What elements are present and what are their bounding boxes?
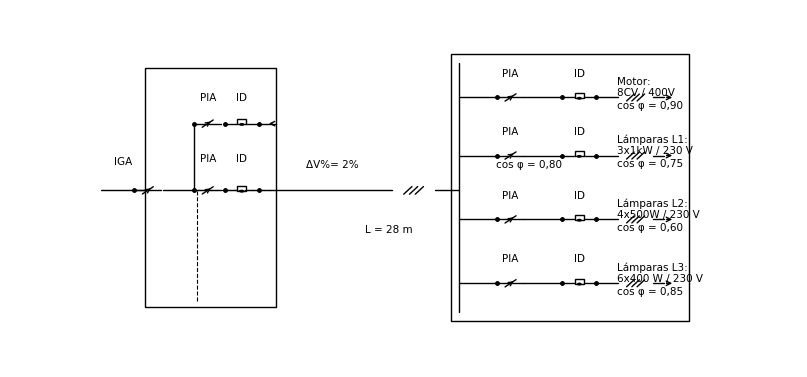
- Text: PIA: PIA: [502, 254, 519, 264]
- Text: 6x400 W / 230 V: 6x400 W / 230 V: [617, 274, 703, 284]
- Text: PIA: PIA: [199, 154, 216, 164]
- Text: ID: ID: [574, 254, 585, 264]
- Text: Lámparas L2:: Lámparas L2:: [617, 198, 688, 209]
- Text: ID: ID: [236, 154, 248, 164]
- Text: cos φ = 0,60: cos φ = 0,60: [617, 223, 683, 233]
- Bar: [451, 54, 689, 321]
- Text: cos φ = 0,80: cos φ = 0,80: [496, 160, 562, 170]
- Text: PIA: PIA: [502, 69, 519, 79]
- Bar: [575, 151, 583, 156]
- Text: L = 28 m: L = 28 m: [365, 225, 412, 235]
- Text: ΔV%= 2%: ΔV%= 2%: [306, 160, 358, 170]
- Text: cos φ = 0,90: cos φ = 0,90: [617, 101, 683, 111]
- Text: PIA: PIA: [502, 127, 519, 137]
- Text: cos φ = 0,85: cos φ = 0,85: [617, 287, 683, 297]
- Text: IGA: IGA: [114, 157, 132, 167]
- Bar: [237, 186, 246, 191]
- Text: Motor:: Motor:: [617, 77, 650, 87]
- Text: 8CV / 400V: 8CV / 400V: [617, 88, 675, 98]
- Text: ID: ID: [574, 127, 585, 137]
- Text: 4x500W / 230 V: 4x500W / 230 V: [617, 210, 700, 220]
- Bar: [144, 69, 276, 307]
- Text: 3x1kW / 230 V: 3x1kW / 230 V: [617, 146, 692, 156]
- Bar: [575, 279, 583, 284]
- Bar: [575, 215, 583, 220]
- Text: Lámparas L3:: Lámparas L3:: [617, 262, 688, 273]
- Text: ID: ID: [236, 93, 248, 103]
- Bar: [575, 93, 583, 98]
- Text: cos φ = 0,75: cos φ = 0,75: [617, 159, 683, 169]
- Text: Lámparas L1:: Lámparas L1:: [617, 134, 688, 145]
- Bar: [237, 119, 246, 124]
- Text: ID: ID: [574, 69, 585, 79]
- Text: PIA: PIA: [502, 190, 519, 201]
- Text: ID: ID: [574, 190, 585, 201]
- Text: PIA: PIA: [199, 93, 216, 103]
